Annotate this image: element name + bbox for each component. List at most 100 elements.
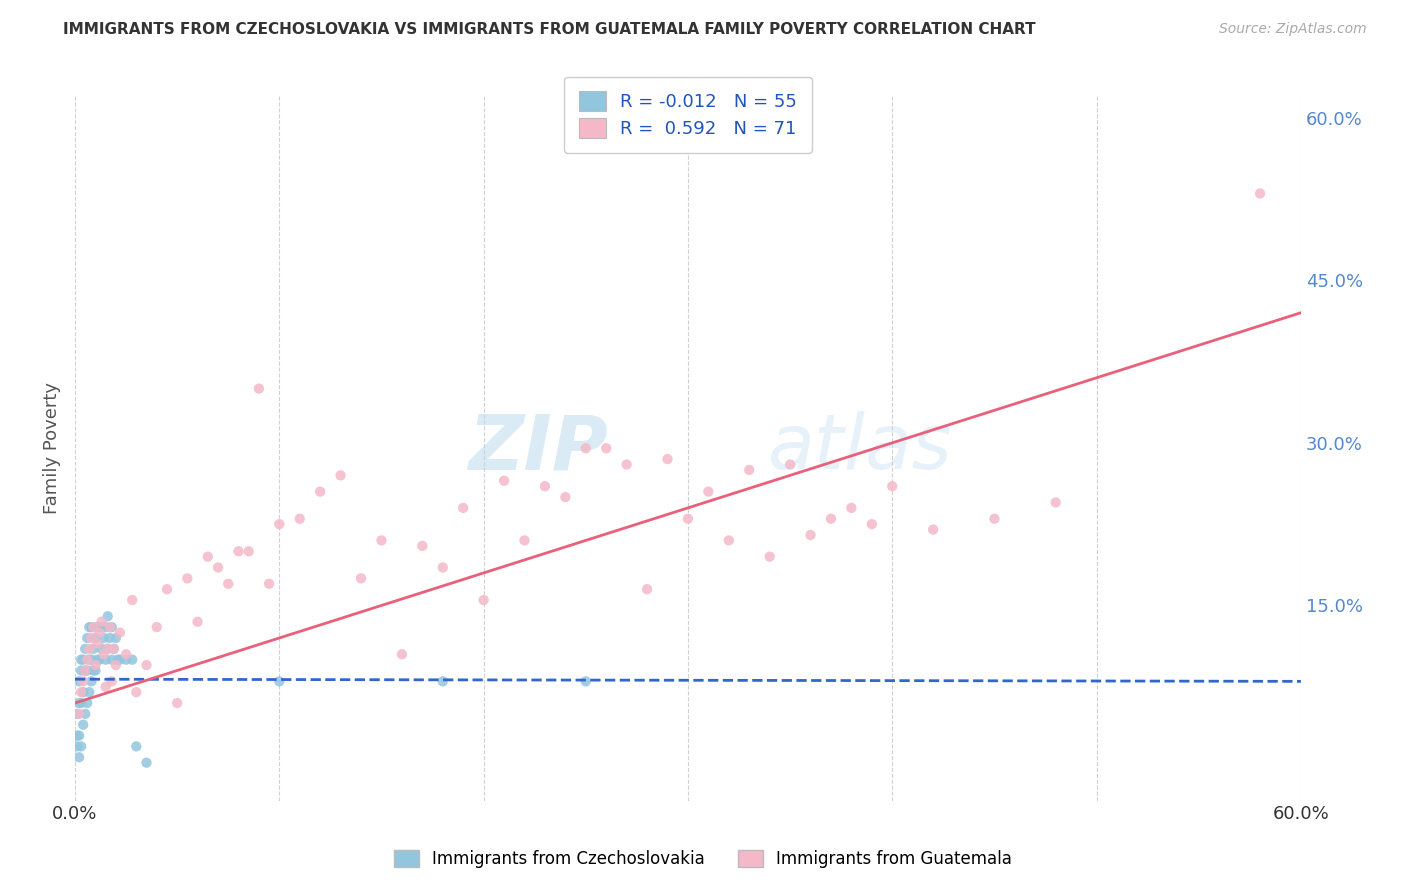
Point — [432, 560, 454, 574]
Point — [67, 729, 90, 743]
Point — [76, 696, 98, 710]
Point — [121, 653, 143, 667]
Point — [75, 706, 97, 721]
Point — [616, 458, 638, 472]
Point — [309, 484, 332, 499]
Point — [799, 528, 821, 542]
Point — [269, 674, 291, 689]
Point — [66, 739, 89, 754]
Point — [269, 517, 291, 532]
Point — [79, 653, 101, 667]
Point — [922, 523, 945, 537]
Point — [108, 653, 131, 667]
Point — [80, 620, 103, 634]
Point — [80, 653, 103, 667]
Point — [166, 696, 188, 710]
Point — [76, 664, 98, 678]
Point — [103, 641, 125, 656]
Point — [84, 658, 107, 673]
Text: Source: ZipAtlas.com: Source: ZipAtlas.com — [1219, 22, 1367, 37]
Point — [79, 641, 101, 656]
Point — [80, 631, 103, 645]
Point — [247, 382, 270, 396]
Point — [758, 549, 780, 564]
Point — [288, 512, 311, 526]
Point — [472, 593, 495, 607]
Point — [494, 474, 516, 488]
Point — [90, 615, 112, 629]
Point — [86, 636, 108, 650]
Point — [513, 533, 536, 548]
Point — [197, 549, 219, 564]
Point — [72, 717, 94, 731]
Point — [89, 625, 111, 640]
Point — [89, 620, 111, 634]
Point — [107, 653, 129, 667]
Point — [860, 517, 883, 532]
Point — [70, 664, 93, 678]
Point — [72, 685, 94, 699]
Point — [329, 468, 352, 483]
Point — [97, 641, 120, 656]
Point — [82, 620, 104, 634]
Point — [575, 442, 598, 456]
Text: IMMIGRANTS FROM CZECHOSLOVAKIA VS IMMIGRANTS FROM GUATEMALA FAMILY POVERTY CORRE: IMMIGRANTS FROM CZECHOSLOVAKIA VS IMMIGR… — [63, 22, 1036, 37]
Point — [84, 664, 107, 678]
Text: ZIP: ZIP — [468, 411, 609, 485]
Point — [72, 653, 94, 667]
Point — [779, 458, 801, 472]
Point — [90, 620, 112, 634]
Point — [1045, 495, 1067, 509]
Point — [534, 479, 557, 493]
Point — [67, 750, 90, 764]
Point — [657, 452, 679, 467]
Point — [228, 544, 250, 558]
Point — [217, 576, 239, 591]
Point — [1249, 186, 1271, 201]
Legend: R = -0.012   N = 55, R =  0.592   N = 71: R = -0.012 N = 55, R = 0.592 N = 71 — [564, 77, 811, 153]
Point — [66, 729, 89, 743]
Legend: Immigrants from Czechoslovakia, Immigrants from Guatemala: Immigrants from Czechoslovakia, Immigran… — [387, 843, 1019, 875]
Point — [98, 620, 121, 634]
Point — [575, 674, 598, 689]
Point — [432, 674, 454, 689]
Point — [717, 533, 740, 548]
Point — [121, 593, 143, 607]
Y-axis label: Family Poverty: Family Poverty — [44, 383, 60, 515]
Point — [350, 571, 373, 585]
Point — [66, 706, 89, 721]
Point — [115, 653, 138, 667]
Point — [97, 641, 120, 656]
Point — [75, 641, 97, 656]
Point — [90, 641, 112, 656]
Point — [738, 463, 761, 477]
Point — [108, 625, 131, 640]
Point — [82, 641, 104, 656]
Point — [94, 653, 117, 667]
Point — [636, 582, 658, 597]
Point — [391, 647, 413, 661]
Point — [76, 653, 98, 667]
Point — [86, 620, 108, 634]
Point — [104, 658, 127, 673]
Point — [72, 674, 94, 689]
Text: atlas: atlas — [768, 411, 952, 485]
Point — [67, 696, 90, 710]
Point — [70, 696, 93, 710]
Point — [125, 685, 148, 699]
Point — [79, 685, 101, 699]
Point — [103, 641, 125, 656]
Point — [125, 739, 148, 754]
Point — [676, 512, 699, 526]
Point — [101, 653, 124, 667]
Point — [76, 631, 98, 645]
Point — [207, 560, 229, 574]
Point — [145, 620, 167, 634]
Point — [89, 653, 111, 667]
Point — [135, 658, 157, 673]
Point — [104, 631, 127, 645]
Point — [75, 664, 97, 678]
Point — [79, 620, 101, 634]
Point — [70, 685, 93, 699]
Point — [75, 664, 97, 678]
